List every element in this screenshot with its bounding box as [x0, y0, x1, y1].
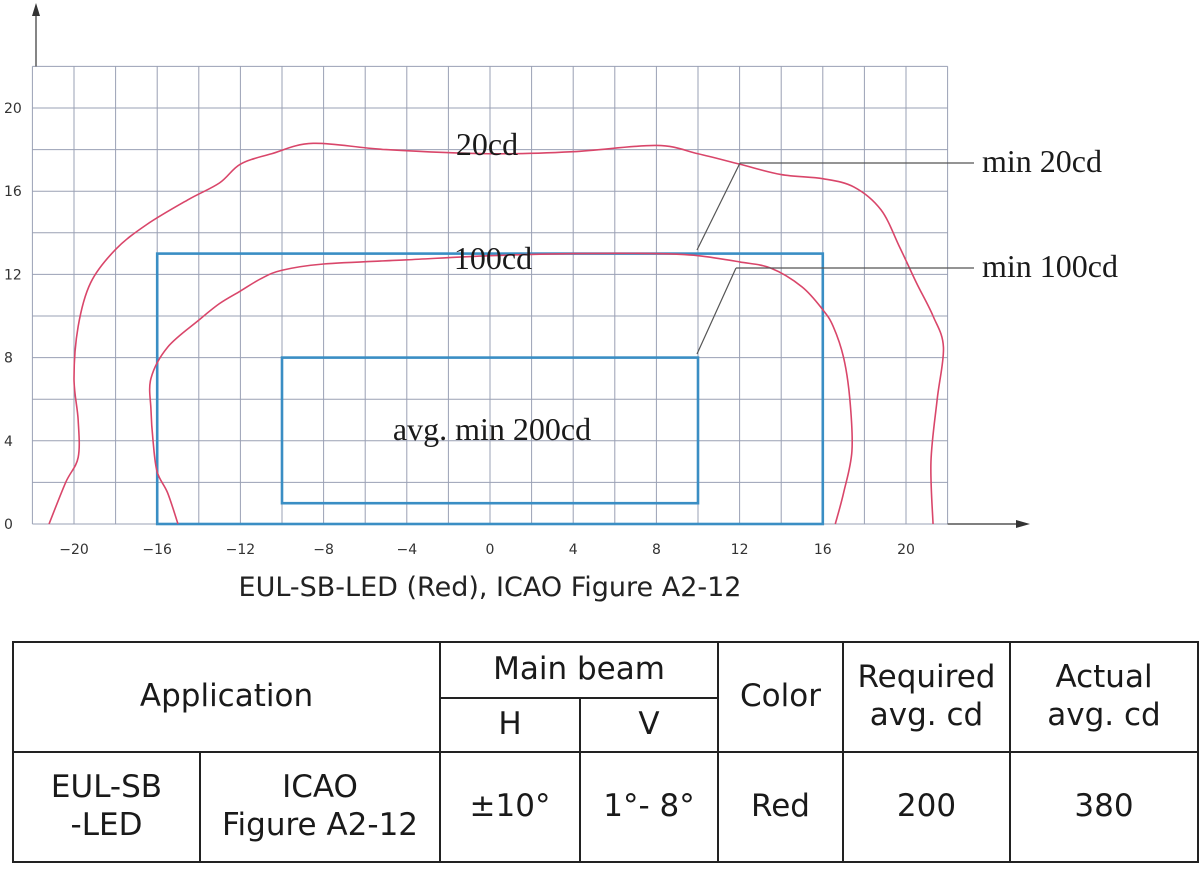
x-tick-label: 16	[814, 542, 832, 558]
photometric-chart: −20 −16 −12 −8 −4 0 4 8 12 16 20 0 4 8 12 16 20 20cd 100…	[4, 3, 1118, 558]
grid	[31, 65, 949, 525]
cell-product-line2: -LED	[70, 807, 143, 843]
x-axis-arrowhead	[1016, 520, 1030, 528]
cell-product: EUL-SB -LED	[12, 751, 201, 863]
y-tick-label: 12	[4, 267, 22, 283]
box-avg-min-200cd	[280, 356, 700, 505]
cell-required: 200	[842, 751, 1011, 863]
label-avg-min-200cd: avg. min 200cd	[393, 411, 591, 447]
header-v: V	[579, 697, 719, 753]
cell-product-line1: EUL-SB	[50, 769, 163, 806]
label-20cd: 20cd	[456, 126, 518, 162]
header-required: Required avg. cd	[842, 641, 1011, 753]
y-tick-label: 16	[4, 184, 22, 200]
x-tick-label: 8	[652, 542, 661, 558]
header-h: H	[439, 697, 581, 753]
header-required-line1: Required	[857, 659, 996, 696]
ticks: −20 −16 −12 −8 −4 0 4 8 12 16 20 0 4 8 12 16 20	[4, 101, 915, 558]
x-tick-label: 20	[897, 542, 915, 558]
y-tick-label: 4	[4, 434, 13, 450]
table-row: EUL-SB -LED ICAO Figure A2-12 ±10° 1°- 8° …	[12, 751, 1199, 863]
x-tick-label: −20	[59, 542, 89, 558]
callout-min-20cd: min 20cd	[982, 143, 1102, 179]
contour-20cd	[48, 142, 945, 525]
y-tick-label: 20	[4, 101, 22, 117]
cell-h: ±10°	[439, 751, 581, 863]
cell-standard: ICAO Figure A2-12	[199, 751, 441, 863]
axes	[32, 3, 1030, 528]
callout-min-100cd: min 100cd	[982, 248, 1118, 284]
header-application: Application	[12, 641, 441, 753]
header-main-beam: Main beam	[439, 641, 719, 699]
spec-table: Application Main beam Color Required avg.…	[12, 641, 1199, 863]
header-required-line2: avg. cd	[869, 697, 984, 733]
contour-100cd	[148, 252, 854, 525]
x-tick-label: −4	[396, 542, 417, 558]
cell-standard-line1: ICAO	[282, 769, 358, 806]
header-color: Color	[717, 641, 844, 753]
y-tick-label: 8	[4, 351, 13, 367]
leader-min-100cd-arrow	[696, 267, 737, 355]
header-actual-line1: Actual	[1055, 659, 1153, 696]
boxes	[155, 252, 825, 526]
leader-min-20cd-arrow	[696, 162, 741, 251]
cell-standard-line2: Figure A2-12	[221, 807, 419, 843]
x-tick-label: −12	[226, 542, 256, 558]
y-axis-arrowhead	[32, 3, 40, 16]
x-tick-label: −16	[142, 542, 172, 558]
box-min-20cd	[155, 252, 825, 526]
x-tick-label: 12	[731, 542, 749, 558]
x-tick-label: 0	[486, 542, 495, 558]
x-tick-label: −8	[313, 542, 334, 558]
label-100cd: 100cd	[454, 240, 532, 276]
y-tick-label: 0	[4, 517, 13, 533]
annotations: 20cd 100cd avg. min 200cd min 20cd min 1…	[393, 126, 1118, 447]
header-actual: Actual avg. cd	[1009, 641, 1199, 753]
x-tick-label: 4	[569, 542, 578, 558]
cell-actual: 380	[1009, 751, 1199, 863]
cell-v: 1°- 8°	[579, 751, 719, 863]
cell-color: Red	[717, 751, 844, 863]
header-actual-line2: avg. cd	[1047, 697, 1161, 733]
contours	[48, 142, 945, 525]
chart-caption: EUL-SB-LED (Red), ICAO Figure A2-12	[238, 572, 742, 603]
